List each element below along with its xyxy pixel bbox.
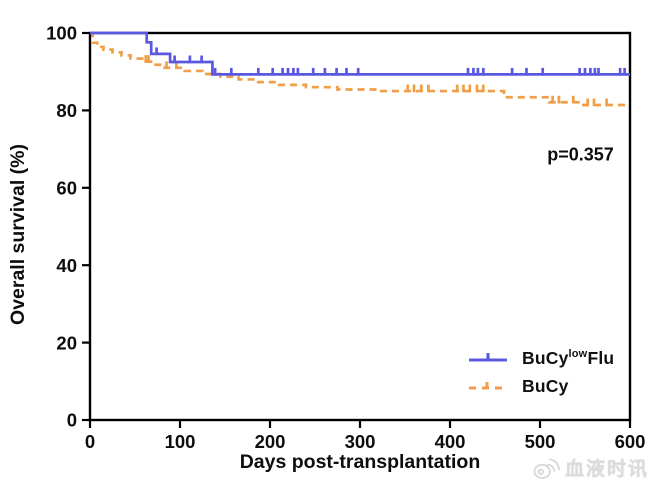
x-axis-tick-label: 100 [165,431,196,452]
x-axis-tick-label: 400 [435,431,466,452]
legend-entry-bucylowflu: BuCylowFlu [466,347,614,369]
legend-entry-bucy: BuCy [466,375,614,397]
legend-marker-dashed-line-icon [469,382,507,390]
y-axis-tick-label: 40 [56,255,77,276]
y-axis-tick-label: 20 [56,332,77,353]
x-axis-tick-label: 0 [85,431,95,452]
legend-label-text: BuCy [522,375,569,396]
x-axis-title: Days post-transplantation [240,451,481,473]
y-axis-tick-label: 100 [46,23,77,44]
watermark-text: 血液时讯 [564,459,649,480]
legend-label-text: Flu [587,347,615,368]
plot-border [88,31,632,422]
x-axis-tick-label: 600 [615,431,646,452]
y-axis-tick-label: 0 [67,410,77,431]
x-axis-tick-label: 200 [255,431,286,452]
survival-curve-bucylowflu [90,31,630,76]
watermark: 血液时讯 [533,454,649,481]
weibo-icon [533,457,560,479]
legend-label-bucylowflu: BuCylowFlu [522,347,615,368]
p-value-annotation: p=0.357 [547,145,614,165]
legend-marker-solid-line-icon [469,353,507,362]
y-axis-title: Overall survival (%) [7,144,29,325]
legend-label-bucy: BuCy [522,377,569,395]
legend-label-text: BuCy [522,347,569,368]
y-axis-tick-label: 80 [56,100,77,121]
x-axis-tick-label: 300 [345,431,376,452]
x-axis-tick-label: 500 [525,431,556,452]
legend: BuCylowFlu BuCy [466,347,614,397]
legend-label-superscript: low [568,347,588,360]
survival-curve-bucy [90,31,630,107]
y-axis-tick-label: 60 [56,177,77,198]
